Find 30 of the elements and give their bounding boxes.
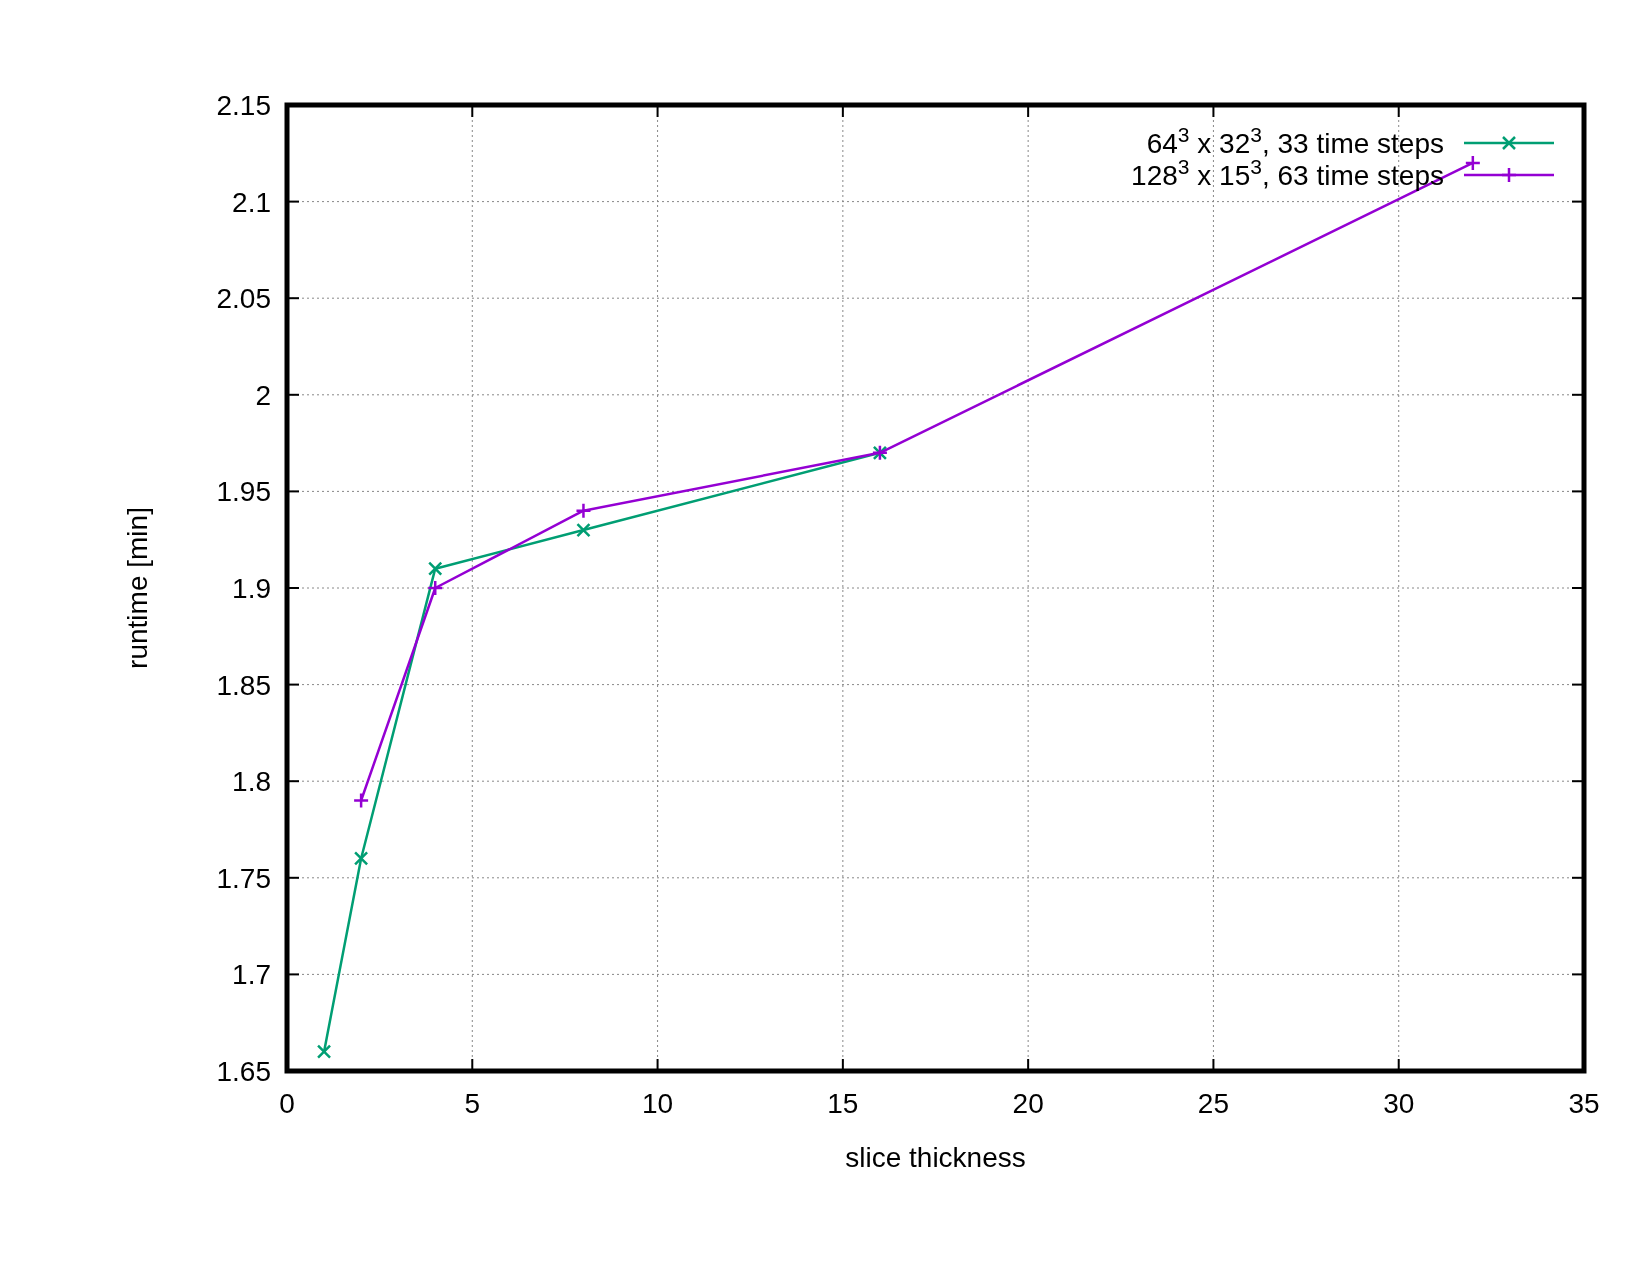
legend-label: 64$^{3}$ x 32$^{3}$, 33 time steps xyxy=(1146,122,1444,159)
point xyxy=(427,561,443,576)
y-tick-label: 2 xyxy=(255,379,271,411)
point xyxy=(426,579,444,597)
y-tick-label: 1.9 xyxy=(232,573,271,604)
point xyxy=(352,792,370,809)
x-axis-title: slice thickness xyxy=(845,1142,1026,1173)
point xyxy=(353,851,369,866)
y-tick-label: 1.65 xyxy=(216,1056,271,1087)
x-tick-label: 10 xyxy=(641,1088,674,1119)
y-tick-label: 1.85 xyxy=(216,669,271,701)
x-tick-label: 25 xyxy=(1197,1088,1230,1119)
y-tick-label: 2.15 xyxy=(216,90,271,121)
point xyxy=(1464,154,1482,172)
x-tick-label: 5 xyxy=(464,1088,481,1119)
y-tick-label: 1.7 xyxy=(232,959,271,991)
y-tick-label: 1.8 xyxy=(232,766,271,798)
point xyxy=(316,1044,332,1059)
y-tick-label: 1.95 xyxy=(216,476,271,508)
y-axis-title: runtime [min] xyxy=(122,507,153,669)
y-tick-label: 1.75 xyxy=(216,862,271,894)
y-tick-label: 2.05 xyxy=(216,283,271,315)
x-tick-label: 0 xyxy=(279,1088,295,1119)
y-tick-label: 2.1 xyxy=(232,186,271,218)
point xyxy=(575,502,592,519)
point xyxy=(576,522,591,538)
x-tick-label: 30 xyxy=(1383,1088,1415,1119)
x-tick-label: 20 xyxy=(1012,1088,1044,1119)
x-tick-label: 15 xyxy=(827,1088,859,1119)
x-tick-label: 35 xyxy=(1568,1088,1600,1119)
